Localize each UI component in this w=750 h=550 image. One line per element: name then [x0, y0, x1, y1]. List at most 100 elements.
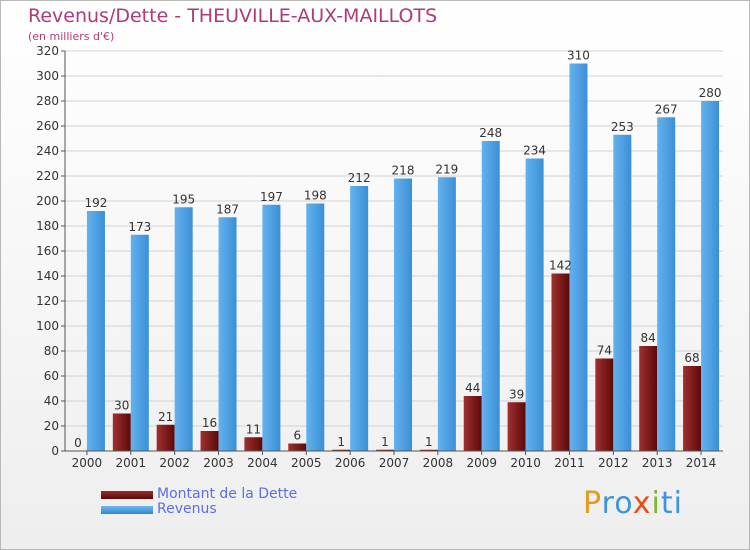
bar-debt: [376, 449, 394, 451]
legend-label-revenue: Revenus: [157, 501, 217, 517]
chart-title: Revenus/Dette - THEUVILLE-AUX-MAILLOTS: [28, 5, 438, 27]
x-tick-label: 2013: [642, 456, 673, 470]
y-tick-label: 300: [36, 69, 59, 83]
data-label-revenue: 219: [435, 162, 458, 176]
bar-debt: [332, 449, 351, 451]
data-label-revenue: 310: [567, 49, 590, 63]
data-label-debt: 39: [509, 387, 524, 401]
data-label-debt: 6: [293, 429, 301, 443]
bar-revenue: [86, 211, 105, 451]
bar-revenue: [174, 207, 193, 451]
data-label-revenue: 234: [523, 144, 546, 158]
x-tick-label: 2008: [423, 456, 454, 470]
bar-revenue: [525, 158, 544, 451]
x-tick-label: 2005: [291, 456, 322, 470]
bar-debt: [244, 437, 263, 451]
x-tick-label: 2014: [686, 456, 717, 470]
bar-debt: [112, 413, 131, 451]
bar-debt: [595, 358, 614, 451]
logo-letter: i: [651, 486, 661, 521]
bar-debt: [463, 396, 482, 451]
bar-revenue: [350, 186, 369, 451]
logo-letter: o: [614, 486, 633, 521]
data-label-revenue: 218: [392, 164, 415, 178]
y-tick-label: 220: [36, 169, 59, 183]
data-label-debt: 1: [381, 435, 389, 449]
y-tick-label: 320: [36, 44, 59, 58]
bar-debt: [288, 443, 307, 451]
data-label-debt: 68: [684, 351, 699, 365]
bar-revenue: [262, 204, 281, 451]
y-tick-label: 280: [36, 94, 59, 108]
x-tick-label: 2009: [466, 456, 497, 470]
data-label-revenue: 253: [611, 120, 634, 134]
bar-revenue: [569, 63, 588, 451]
y-tick-label: 180: [36, 219, 59, 233]
logo-letter: x: [632, 486, 652, 521]
data-label-revenue: 248: [479, 126, 502, 140]
data-label-debt: 74: [597, 344, 612, 358]
bar-debt: [156, 424, 175, 451]
data-labels: 0 192 30 173 21 195 16 187 11 197 6 198 1 212 1 218 1 219…: [74, 49, 721, 451]
legend-label-debt: Montant de la Dette: [157, 486, 298, 502]
data-label-revenue: 195: [172, 192, 195, 206]
x-tick-label: 2001: [116, 456, 147, 470]
y-tick-label: 120: [36, 294, 59, 308]
y-tick-label: 200: [36, 194, 59, 208]
y-tick-label: 240: [36, 144, 59, 158]
x-tick-label: 2012: [598, 456, 629, 470]
logo-letter: t: [660, 486, 674, 521]
bar-revenue: [218, 217, 237, 451]
y-tick-label: 20: [44, 419, 59, 433]
bar-revenue: [394, 178, 412, 451]
bars: [86, 63, 720, 451]
data-label-debt: 84: [641, 331, 656, 345]
data-label-debt: 30: [114, 399, 129, 413]
bar-revenue: [306, 203, 325, 451]
legend-swatch-revenue: [101, 506, 153, 514]
y-tick-label: 160: [36, 244, 59, 258]
logo-letter: P: [583, 486, 602, 521]
x-tick-label: 2004: [247, 456, 278, 470]
data-label-revenue: 187: [216, 202, 239, 216]
bar-revenue: [613, 134, 632, 451]
proxiti-logo: Proxiti: [583, 486, 683, 521]
y-tick-label: 260: [36, 119, 59, 133]
legend-swatch-debt: [101, 491, 153, 499]
data-label-revenue: 173: [128, 220, 151, 234]
bar-debt: [507, 402, 526, 451]
data-label-revenue: 280: [699, 86, 722, 100]
x-tick-label: 2010: [510, 456, 541, 470]
data-label-revenue: 212: [348, 171, 371, 185]
x-tick-label: 2002: [159, 456, 190, 470]
data-label-debt: 21: [158, 410, 173, 424]
data-label-debt: 142: [549, 259, 572, 273]
data-label-debt: 0: [74, 436, 82, 450]
data-label-debt: 1: [425, 435, 433, 449]
x-tick-label: 2000: [72, 456, 103, 470]
bar-revenue: [701, 101, 720, 451]
y-tick-label: 0: [51, 444, 59, 458]
x-tick-label: 2011: [554, 456, 585, 470]
bar-debt: [419, 449, 438, 451]
y-tick-label: 80: [44, 344, 59, 358]
data-label-revenue: 267: [655, 102, 678, 116]
data-label-revenue: 197: [260, 190, 283, 204]
bar-revenue: [130, 234, 149, 451]
logo-letter: r: [601, 486, 615, 521]
data-label-revenue: 192: [84, 196, 107, 210]
bar-debt: [200, 431, 219, 451]
logo-letter: i: [673, 486, 683, 521]
data-label-debt: 16: [202, 416, 217, 430]
y-tick-label: 100: [36, 319, 59, 333]
y-tick-label: 60: [44, 369, 59, 383]
x-tick-label: 2003: [203, 456, 234, 470]
data-label-debt: 11: [246, 422, 261, 436]
bar-revenue: [657, 117, 676, 451]
y-axis-ticks: 0 20 40 60 80 100 120 140 160 180 200 220 240 260 280 3…: [36, 44, 65, 458]
bar-revenue: [437, 177, 456, 451]
y-tick-label: 40: [44, 394, 59, 408]
x-tick-label: 2006: [335, 456, 366, 470]
